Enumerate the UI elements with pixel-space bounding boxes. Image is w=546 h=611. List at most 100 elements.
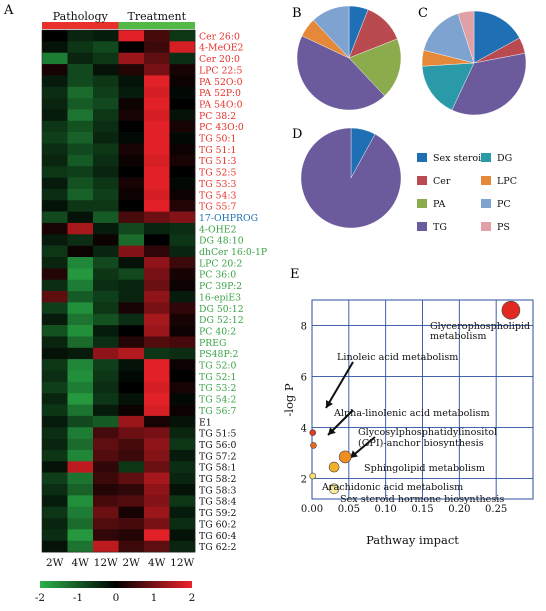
annotation-arrowhead xyxy=(328,427,336,435)
heatmap-cell xyxy=(93,143,119,156)
heatmap-cell xyxy=(118,120,145,133)
heatmap-cell xyxy=(93,109,119,122)
pie-slice-tg xyxy=(451,53,527,116)
heatmap-row-label: TG 53:3 xyxy=(199,179,237,190)
heatmap-cell xyxy=(118,200,145,212)
heatmap-cell xyxy=(93,336,119,349)
annotation-label: Linoleic acid metabolism xyxy=(337,352,458,363)
heatmap-cell xyxy=(42,52,68,65)
heatmap-cell xyxy=(144,200,170,212)
heatmap-cell xyxy=(144,415,170,428)
heatmap-cell xyxy=(144,234,170,246)
heatmap-cell xyxy=(144,370,170,383)
colorbar-tick: 1 xyxy=(151,592,158,604)
heatmap-cell xyxy=(93,211,119,224)
heatmap-row-label: TG 55:7 xyxy=(199,202,237,213)
heatmap-cell xyxy=(42,30,68,42)
heatmap-row-label: 17-OHPROG xyxy=(199,213,258,224)
x-tick-label: 0.10 xyxy=(375,504,397,515)
heatmap-cell xyxy=(67,291,94,303)
heatmap-cell xyxy=(93,381,119,394)
heatmap-row-label: TG 57:2 xyxy=(199,451,236,462)
heatmap-cell xyxy=(67,404,94,417)
pathway-scatter: 0.00 0.05 0.10 0.15 0.20 0.25 2 4 6 8 Pathway impa… xyxy=(282,299,534,547)
legend-label: PA xyxy=(433,199,446,210)
x-tick-label: 0.00 xyxy=(301,504,323,515)
heatmap-cell xyxy=(169,222,196,235)
heatmap-cell xyxy=(169,98,196,110)
heatmap-cell xyxy=(67,427,94,439)
heatmap-row-label: TG 56:0 xyxy=(199,440,237,451)
heatmap-cell xyxy=(118,64,145,76)
annotation-label: Arachidonic acid metabolism xyxy=(321,482,463,493)
group-header-bar xyxy=(118,22,195,29)
heatmap-cell xyxy=(169,143,196,156)
heatmap-cell xyxy=(118,98,145,110)
heatmap-cell xyxy=(169,64,196,76)
legend-swatch xyxy=(481,199,491,208)
data-point xyxy=(328,483,340,495)
heatmap-cell xyxy=(67,257,94,269)
heatmap-cell xyxy=(42,222,68,235)
heatmap-cell xyxy=(118,109,145,122)
annotation-label: (GPI)-anchor biosynthesis xyxy=(358,438,484,449)
heatmap-row-label: DG 52:12 xyxy=(199,315,244,326)
heatmap-row-label: TG 58:2 xyxy=(199,474,236,485)
heatmap-row-label: TG 54:2 xyxy=(199,395,236,406)
data-point xyxy=(309,472,317,480)
heatmap-cell xyxy=(144,30,170,42)
heatmap-cell xyxy=(169,132,196,144)
heatmap-cell xyxy=(42,257,68,269)
annotation-arrowhead xyxy=(350,450,358,458)
heatmap-cell xyxy=(67,132,94,144)
heatmap-cell xyxy=(42,98,68,110)
heatmap-row-label: PC 38:2 xyxy=(199,111,236,122)
heatmap-row-label: TG 58:1 xyxy=(199,463,236,474)
heatmap-cell xyxy=(67,75,94,88)
heatmap-cell xyxy=(169,75,196,88)
heatmap-cell xyxy=(118,381,145,394)
y-axis-label: -log P xyxy=(282,383,296,417)
heatmap-cell xyxy=(42,86,68,99)
heatmap-cell xyxy=(169,438,196,451)
heatmap-cell xyxy=(93,257,119,269)
heatmap-cell xyxy=(42,359,68,371)
heatmap-row-label: PA 54O:0 xyxy=(199,99,243,110)
heatmap-cell xyxy=(144,166,170,178)
heatmap-cell xyxy=(144,98,170,110)
panel-label-e: E xyxy=(290,267,300,282)
heatmap-cell xyxy=(93,222,119,235)
heatmap-row-label: TG 53:2 xyxy=(199,383,236,394)
legend-swatch xyxy=(481,176,491,185)
heatmap-cell xyxy=(67,540,94,553)
heatmap-row-label: TG 54:3 xyxy=(199,190,237,201)
heatmap-cell xyxy=(169,245,196,258)
heatmap-cell xyxy=(93,529,119,542)
panel-label-a: A xyxy=(3,3,14,18)
legend-swatch xyxy=(417,222,427,231)
group-header-label: Treatment xyxy=(127,10,186,23)
heatmap-cell xyxy=(42,177,68,190)
heatmap-cell xyxy=(169,154,196,167)
heatmap-row-label: TG 62:2 xyxy=(199,542,236,553)
heatmap-cell xyxy=(169,506,196,519)
heatmap-cell xyxy=(118,472,145,485)
pie-slice-sex-steroid xyxy=(473,10,520,64)
heatmap-cell xyxy=(169,257,196,269)
heatmap-cell xyxy=(42,291,68,303)
heatmap-cell xyxy=(169,404,196,417)
heatmap-cell xyxy=(42,484,68,496)
heatmap-cell xyxy=(144,188,170,201)
heatmap-cell xyxy=(42,506,68,519)
heatmap-cell xyxy=(42,381,68,394)
heatmap-cell xyxy=(67,336,94,349)
heatmap-column-label: 12W xyxy=(170,557,194,569)
heatmap-cell xyxy=(144,86,170,99)
y-tick-label: 6 xyxy=(301,373,307,384)
heatmap-cell xyxy=(93,166,119,178)
heatmap-cell xyxy=(93,234,119,246)
heatmap-cell xyxy=(93,291,119,303)
heatmap-cell xyxy=(67,211,94,224)
heatmap-cell xyxy=(169,518,196,530)
heatmap-row-label: PC 36:0 xyxy=(199,270,236,281)
